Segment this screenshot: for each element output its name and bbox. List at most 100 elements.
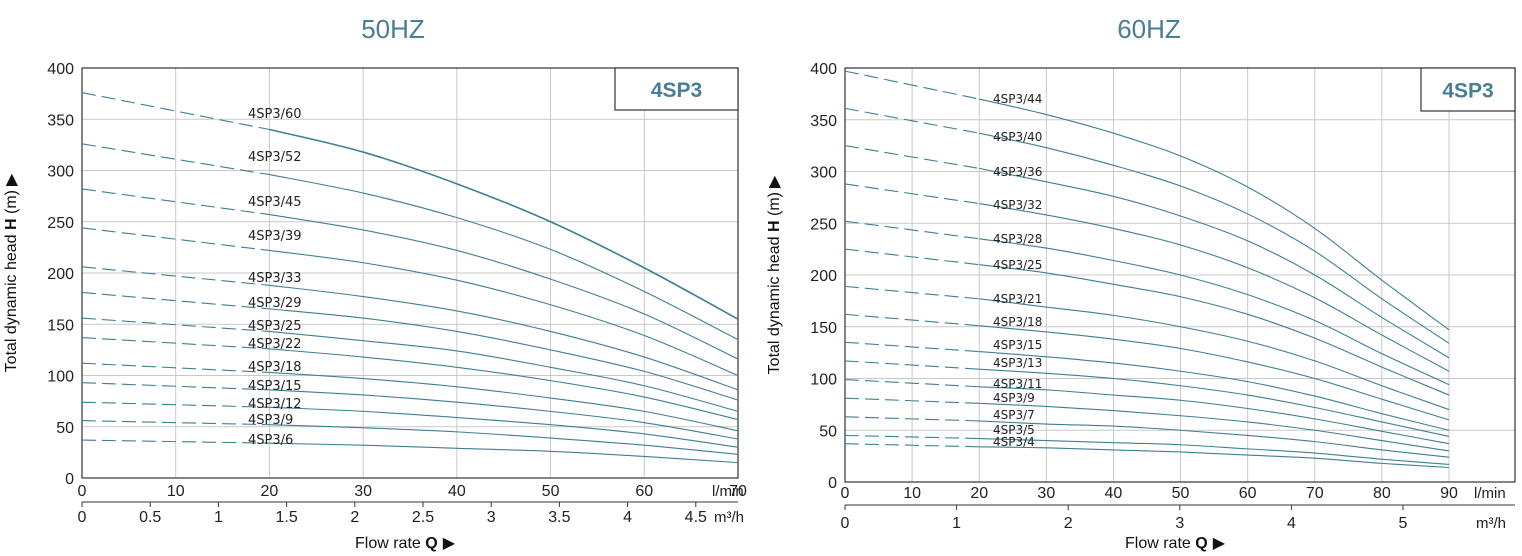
x-tick-label-lmin: 70 (729, 483, 747, 500)
y-tick-label: 250 (47, 215, 74, 232)
y-tick-label: 250 (810, 216, 837, 233)
y-axis-arrow-icon: ▶ (766, 175, 783, 188)
curve-label: 4SP3/18 (248, 360, 302, 375)
y-tick-label: 100 (810, 372, 837, 389)
y-tick-label: 350 (47, 112, 74, 129)
curve-label: 4SP3/44 (993, 92, 1042, 106)
curve-dashed-segment (844, 443, 980, 448)
y-axis-arrow-icon: ▶ (3, 173, 20, 186)
x-tick-label-lmin: 60 (635, 483, 653, 500)
x-unit-m3h: m³/h (714, 509, 744, 526)
x-axis-title-part: Q (425, 535, 437, 552)
curve-line (979, 167, 1450, 359)
y-tick-label: 0 (828, 475, 837, 492)
curve-dashed-segment (844, 416, 980, 422)
curve-label: 4SP3/29 (248, 296, 302, 311)
curve-dashed-segment (844, 220, 980, 240)
curve-line (979, 264, 1450, 396)
curve-line (979, 132, 1450, 344)
curve-line (979, 325, 1450, 421)
y-tick-label: 200 (47, 266, 74, 283)
curve-dashed-segment (81, 317, 270, 332)
x-tick-label-lmin: 60 (1239, 485, 1257, 502)
y-tick-label: 0 (65, 471, 74, 488)
curve-line (269, 442, 739, 464)
y-axis-title-part: (m) (766, 192, 783, 220)
curve-label: 4SP3/15 (248, 379, 302, 394)
y-axis-title-part: H (3, 218, 20, 230)
curve-label: 4SP3/9 (993, 391, 1035, 405)
curve-dashed-segment (81, 439, 270, 444)
curve-line (979, 203, 1450, 372)
x-tick-label-m3h: 0 (78, 509, 87, 526)
x-tick-label-lmin: 10 (167, 483, 185, 500)
y-tick-label: 350 (810, 113, 837, 130)
curve-line (269, 308, 739, 401)
x-tick-label-lmin: 0 (78, 483, 87, 500)
y-tick-label: 150 (810, 320, 837, 337)
model-box (1420, 67, 1516, 112)
curve-label: 4SP3/13 (993, 356, 1042, 370)
y-axis-title-part: Total dynamic head (3, 230, 20, 372)
curve-label: 4SP3/45 (248, 195, 302, 210)
curve-line (269, 371, 739, 432)
curve-dashed-segment (81, 382, 270, 391)
curve-label: 4SP3/52 (248, 150, 302, 165)
x-unit-lmin: l/min (1474, 485, 1506, 502)
x-axis-title-part: Flow rate (355, 535, 425, 552)
curve-line (269, 284, 739, 391)
curve-dashed-segment (844, 313, 980, 327)
chart-title: 50HZ (361, 14, 425, 44)
x-axis-title: Flow rate Q ▶ (1125, 535, 1226, 552)
y-axis-title-part: H (766, 220, 783, 232)
x-tick-label-m3h: 1.5 (275, 509, 297, 526)
curve-label: 4SP3/15 (993, 338, 1042, 352)
curve-label: 4SP3/25 (993, 258, 1042, 272)
curve-line (979, 446, 1450, 469)
curve-line (269, 174, 739, 341)
curve-label: 4SP3/28 (993, 232, 1042, 246)
curve-dashed-segment (81, 291, 270, 310)
x-tick-label-lmin: 40 (1105, 485, 1123, 502)
curve-label: 4SP3/40 (993, 130, 1042, 144)
y-tick-label: 150 (47, 317, 74, 334)
x-tick-label-m3h: 4 (623, 509, 632, 526)
curve-dashed-segment (81, 401, 270, 408)
x-axis-title-part: Q (1195, 535, 1207, 552)
y-axis-title: Total dynamic head H (m) ▶ (3, 173, 20, 372)
x-tick-label-lmin: 30 (1037, 485, 1055, 502)
curve-dashed-segment (844, 434, 980, 440)
curve-line (269, 249, 739, 377)
curve-line (979, 420, 1450, 458)
curve-label: 4SP3/6 (248, 433, 293, 448)
y-tick-label: 50 (819, 423, 837, 440)
y-tick-label: 400 (47, 61, 74, 78)
x-axis-arrow-icon: ▶ (443, 535, 456, 552)
x-tick-label-m3h: 0.5 (139, 509, 161, 526)
y-axis-title: Total dynamic head H (m) ▶ (766, 175, 783, 374)
x-tick-label-m3h: 5 (1399, 515, 1408, 532)
x-tick-label-m3h: 3.5 (548, 509, 570, 526)
curve-label: 4SP3/39 (248, 229, 302, 244)
x-tick-label-lmin: 90 (1440, 485, 1458, 502)
x-tick-label-m3h: 3 (1175, 515, 1184, 532)
y-tick-label: 300 (810, 165, 837, 182)
curve-label: 4SP3/33 (248, 271, 302, 286)
x-axis-arrow-icon: ▶ (1213, 535, 1226, 552)
curve-dashed-segment (81, 266, 270, 286)
curve-label: 4SP3/9 (248, 413, 293, 428)
curve-line (269, 214, 739, 360)
curve-line (269, 406, 739, 448)
curve-label: 4SP3/11 (993, 377, 1042, 391)
curve-line (979, 386, 1450, 445)
curve-label: 4SP3/4 (993, 435, 1035, 449)
y-tick-label: 50 (56, 420, 74, 437)
curve-dashed-segment (81, 362, 270, 373)
curve-line (979, 238, 1450, 386)
curve-label: 4SP3/7 (993, 408, 1035, 422)
y-tick-label: 100 (47, 369, 74, 386)
curve-line (979, 98, 1450, 331)
curve-dashed-segment (844, 397, 980, 404)
